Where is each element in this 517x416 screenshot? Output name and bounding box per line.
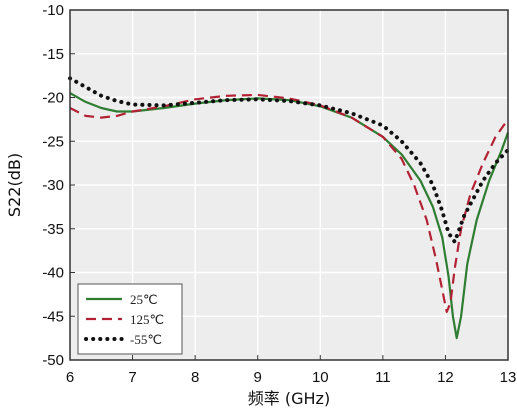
- x-tick-label: 9: [254, 369, 262, 386]
- x-axis-title: 频率 (GHz): [248, 389, 330, 408]
- x-tick-label: 6: [66, 369, 74, 386]
- series-line-1: [69, 93, 509, 313]
- x-tick-label: 10: [312, 369, 329, 386]
- y-tick-label: -20: [42, 90, 64, 107]
- ticks: 6 7 8 9 10 11 12 13 -10 -15 -20 -25 -30 -35 -40 -45 -50: [42, 2, 516, 386]
- legend-label-0: 25℃: [130, 292, 158, 307]
- series-layer: [68, 76, 510, 340]
- y-tick-label: -40: [42, 265, 64, 282]
- y-tick-label: -35: [42, 221, 64, 238]
- y-tick-label: -25: [42, 133, 64, 150]
- y-tick-label: -45: [42, 308, 64, 325]
- x-tick-label: 8: [191, 369, 199, 386]
- y-tick-label: -15: [42, 46, 64, 63]
- legend-label-1: 125℃: [130, 312, 164, 327]
- series-line-2: [68, 76, 510, 244]
- y-axis-title: S22(dB): [5, 153, 24, 217]
- grid: [70, 10, 508, 360]
- x-tick-label: 7: [128, 369, 136, 386]
- legend-label-2: -55℃: [130, 332, 162, 347]
- x-tick-label: 13: [500, 369, 517, 386]
- y-tick-label: -10: [42, 2, 64, 19]
- y-tick-label: -30: [42, 177, 64, 194]
- x-tick-label: 11: [375, 369, 391, 386]
- y-tick-label: -50: [42, 352, 64, 369]
- legend: 25℃ 125℃ -55℃: [77, 283, 183, 355]
- x-tick-label: 12: [437, 369, 454, 386]
